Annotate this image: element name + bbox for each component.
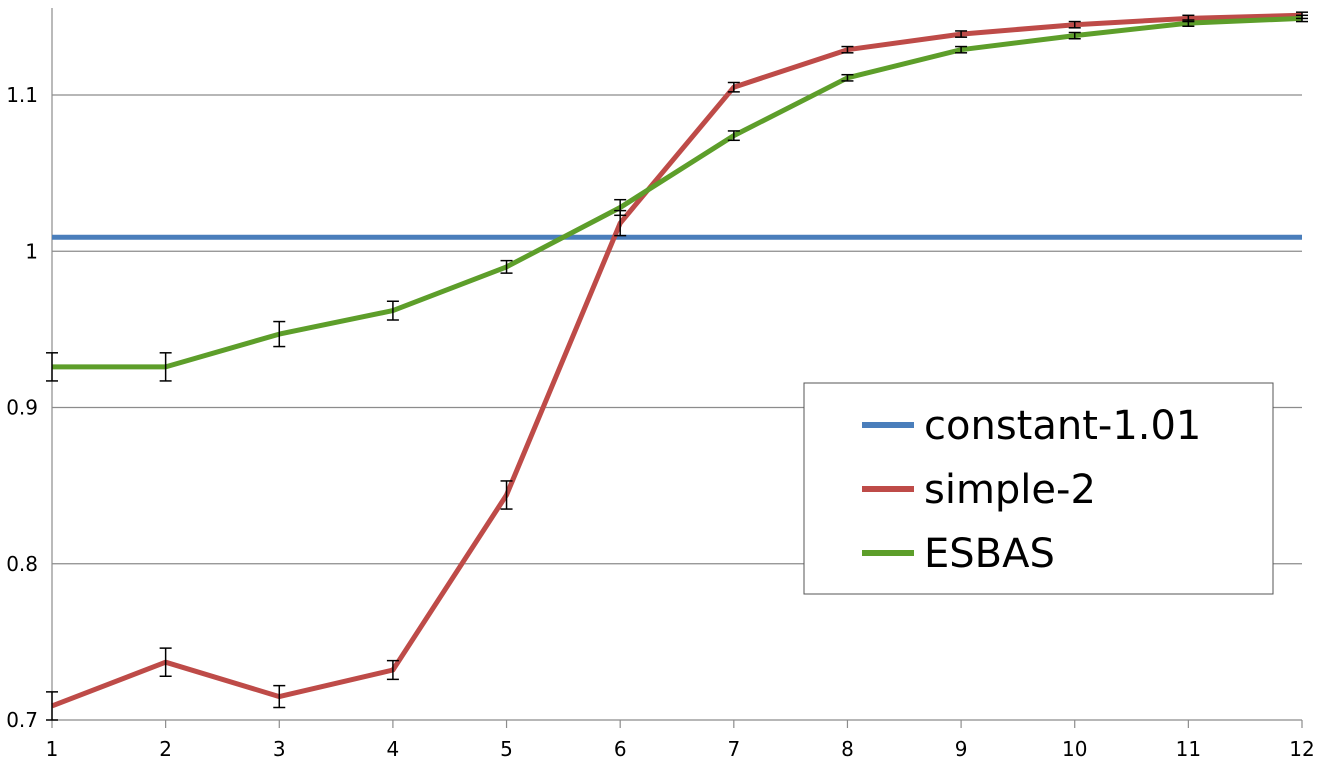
x-tick-label: 11	[1176, 737, 1201, 761]
x-tick-label: 7	[727, 737, 740, 761]
x-tick-label: 2	[159, 737, 172, 761]
axes: 0.70.80.911.11 2 3 4 5 6 7 8 9 10 11 12	[6, 8, 1315, 761]
legend-label-esbas: ESBAS	[924, 531, 1055, 577]
error-bar-simple-2	[273, 684, 286, 709]
x-tick-label: 5	[500, 737, 513, 761]
error-bar-ESBAS	[159, 352, 172, 382]
x-tick-label: 10	[1062, 737, 1087, 761]
x-tick-label: 6	[614, 737, 627, 761]
y-tick-label: 1	[25, 239, 38, 263]
error-bar-ESBAS	[1068, 31, 1081, 40]
x-tick-label: 3	[273, 737, 286, 761]
error-bar-simple-2	[46, 691, 58, 721]
legend: constant-1.01 simple-2 ESBAS	[803, 382, 1274, 595]
error-bar-ESBAS	[46, 352, 58, 382]
error-bar-simple-2	[159, 647, 172, 677]
error-bar-ESBAS	[386, 300, 399, 321]
error-bar-ESBAS	[1296, 14, 1308, 23]
legend-label-constant: constant-1.01	[924, 403, 1201, 449]
error-bar-simple-2	[500, 480, 513, 510]
error-bar-ESBAS	[614, 198, 627, 217]
error-bar-ESBAS	[727, 130, 740, 142]
error-bar-ESBAS	[841, 73, 854, 82]
x-tick-label: 1	[46, 737, 59, 761]
error-bar-simple-2	[841, 45, 854, 54]
error-bar-ESBAS	[955, 45, 968, 54]
error-bar-ESBAS	[273, 320, 286, 348]
legend-label-simple: simple-2	[924, 467, 1096, 513]
y-tick-label: 1.1	[6, 83, 38, 107]
y-tick-label: 0.8	[6, 552, 38, 576]
x-tick-label: 8	[841, 737, 854, 761]
error-bar-ESBAS	[500, 259, 513, 274]
error-bar-simple-2	[386, 659, 399, 681]
y-tick-label: 0.7	[6, 708, 38, 732]
x-tick-label: 9	[955, 737, 968, 761]
error-bar-simple-2	[727, 81, 740, 93]
y-tick-label: 0.9	[6, 396, 38, 420]
x-tick-label: 12	[1289, 737, 1314, 761]
series-line-ESBAS	[52, 15, 1303, 370]
series-layer	[46, 11, 1308, 721]
error-bar-simple-2	[1068, 20, 1081, 29]
error-bar-simple-2	[955, 30, 968, 38]
x-tick-label: 4	[387, 737, 400, 761]
error-bar-ESBAS	[1182, 19, 1195, 27]
series-line-simple-2	[51, 12, 1303, 709]
